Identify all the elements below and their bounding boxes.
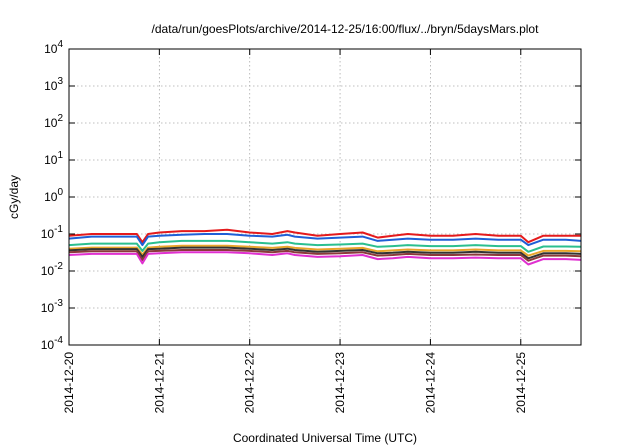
- series-line-4: [68, 246, 582, 260]
- series-line-3: [68, 244, 582, 257]
- x-tick-label: 2014-12-24: [423, 352, 437, 414]
- y-tick-label: 102: [44, 113, 63, 130]
- y-tick-label: 103: [44, 76, 63, 93]
- series-layer: [68, 228, 582, 266]
- y-tick-label: 104: [44, 39, 63, 56]
- x-tick-label: 2014-12-22: [243, 352, 257, 414]
- x-axis-label: Coordinated Universal Time (UTC): [233, 431, 417, 445]
- y-tick-label: 100: [44, 187, 63, 204]
- y-tick-label: 10-1: [41, 224, 64, 241]
- grid: [69, 49, 581, 345]
- y-tick-label: 10-4: [41, 335, 64, 352]
- series-line-1: [68, 233, 582, 247]
- x-tick-label: 2014-12-25: [514, 352, 528, 414]
- series-line-6: [68, 251, 582, 266]
- series-line-2: [68, 239, 582, 253]
- ticks: 10-4 10-3 10-2 10-1 100 101 102 103 104 2014-12-2…: [41, 39, 581, 413]
- x-tick-label: 2014-12-23: [333, 352, 347, 414]
- series-line-0: [68, 228, 581, 244]
- x-tick-label: 2014-12-21: [152, 352, 166, 414]
- y-tick-label: 101: [44, 150, 63, 167]
- chart-title: /data/run/goesPlots/archive/2014-12-25/1…: [152, 22, 540, 36]
- y-tick-label: 10-3: [41, 298, 64, 315]
- series-line-5: [68, 249, 582, 262]
- y-tick-label: 10-2: [41, 261, 64, 278]
- y-axis-label: cGy/day: [7, 175, 21, 219]
- x-tick-label: 2014-12-20: [62, 352, 76, 414]
